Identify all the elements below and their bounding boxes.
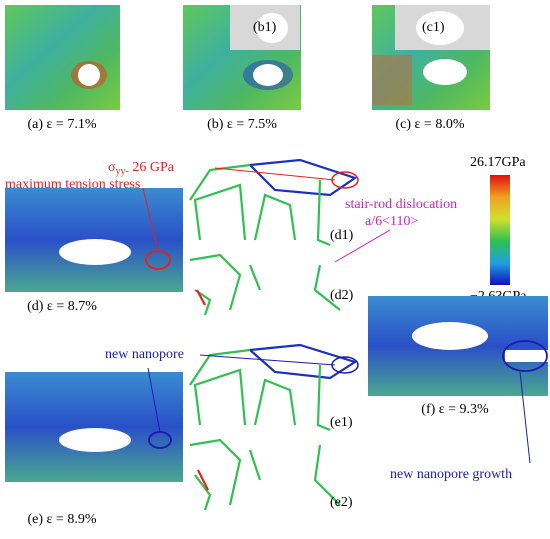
- panel-e: [5, 367, 183, 482]
- nanopore-label: new nanopore: [105, 347, 184, 362]
- pointer: [199, 354, 336, 366]
- panel-d: [5, 187, 183, 292]
- colorbar-max: 26.17GPa: [470, 155, 526, 170]
- dislocation-label: stair-rod dislocation: [345, 197, 457, 212]
- caption: (f) ε = 9.3%: [421, 402, 489, 417]
- caption: (c) ε = 8.0%: [396, 117, 465, 132]
- inset-label: (b1): [253, 20, 277, 35]
- panel-a: [5, 5, 120, 110]
- panel-c: [372, 5, 490, 110]
- panel-f: [368, 296, 548, 464]
- panel-e2: [189, 438, 341, 511]
- stress-value: 26 GPa: [129, 160, 175, 175]
- burgers-label: a/6<110>: [365, 214, 418, 229]
- sub-label: (e1): [330, 415, 353, 430]
- pointer: [214, 167, 336, 181]
- pointer: [334, 229, 391, 263]
- stress-symbol: σ: [108, 160, 116, 175]
- caption: (e) ε = 8.9%: [28, 512, 97, 527]
- max-tension-label: maximum tension stress: [5, 177, 140, 192]
- panel-e1: [189, 343, 359, 432]
- panel-b: [183, 5, 301, 110]
- sub-label: (d1): [330, 228, 354, 243]
- stress-subscript: yy-: [116, 166, 129, 177]
- sub-label: (d2): [330, 288, 354, 303]
- caption: (d) ε = 8.7%: [27, 299, 97, 314]
- caption: (a) ε = 7.1%: [28, 117, 97, 132]
- caption: (b) ε = 7.5%: [207, 117, 277, 132]
- colorbar: [490, 175, 510, 285]
- inset-label: (c1): [422, 20, 445, 35]
- stress-annotation: σyy- 26 GPa: [108, 160, 175, 177]
- sub-label: (e2): [330, 495, 353, 510]
- panel-d2: [189, 253, 341, 316]
- growth-label: new nanopore growth: [390, 467, 512, 482]
